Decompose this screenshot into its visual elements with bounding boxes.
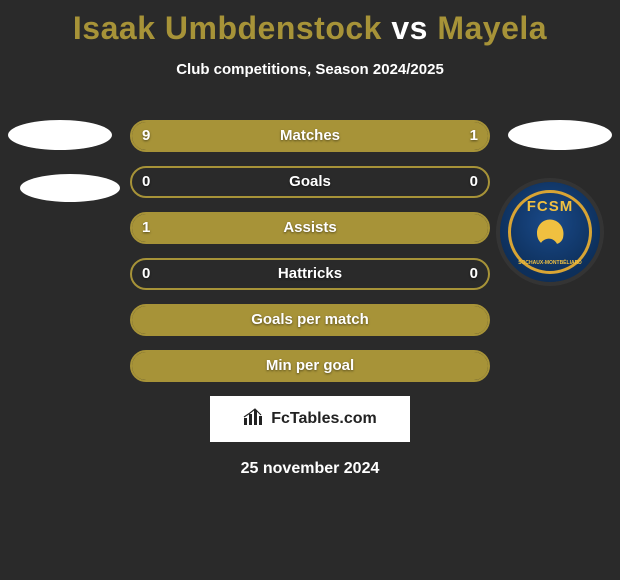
title-vs: vs	[391, 10, 428, 46]
stat-label: Min per goal	[130, 350, 490, 382]
stat-label: Goals per match	[130, 304, 490, 336]
stat-row: Goals per match	[130, 304, 490, 336]
player-a-name: Isaak Umbdenstock	[73, 10, 382, 46]
stat-row: Goals0 0	[130, 166, 490, 198]
player-a-photo-placeholder	[8, 120, 112, 150]
stat-row: Assists1	[130, 212, 490, 244]
player-b-club-badge: FCSM SOCHAUX-MONTBÉLIARD	[500, 182, 600, 282]
comparison-chart: FCSM SOCHAUX-MONTBÉLIARD Matches91Goals0…	[0, 102, 620, 382]
player-a-club-placeholder	[20, 174, 120, 202]
stat-label: Matches	[130, 120, 490, 152]
player-b-name: Mayela	[437, 10, 547, 46]
subtitle: Club competitions, Season 2024/2025	[0, 61, 620, 78]
stat-value-right: 1	[470, 120, 478, 152]
stat-value-left: 0	[142, 258, 150, 290]
badge-subtext: SOCHAUX-MONTBÉLIARD	[500, 260, 600, 266]
stat-value-left: 1	[142, 212, 150, 244]
stat-row: Min per goal	[130, 350, 490, 382]
attribution-banner: FcTables.com	[210, 396, 410, 442]
stat-value-right: 0	[470, 258, 478, 290]
stat-row: Hattricks0 0	[130, 258, 490, 290]
stat-value-left: 0	[142, 166, 150, 198]
stat-value-left: 9	[142, 120, 150, 152]
date-label: 25 november 2024	[0, 460, 620, 478]
comparison-title: Isaak Umbdenstock vs Mayela	[0, 0, 620, 47]
bar-chart-icon	[243, 408, 265, 431]
stat-label: Assists	[130, 212, 490, 244]
lion-icon	[527, 210, 573, 256]
stat-label: Hattricks	[130, 258, 490, 290]
stat-row: Matches9 1	[130, 120, 490, 152]
attribution-text: FcTables.com	[271, 410, 377, 428]
stat-value-right: 0	[470, 166, 478, 198]
stat-label: Goals	[130, 166, 490, 198]
player-b-photo-placeholder	[508, 120, 612, 150]
